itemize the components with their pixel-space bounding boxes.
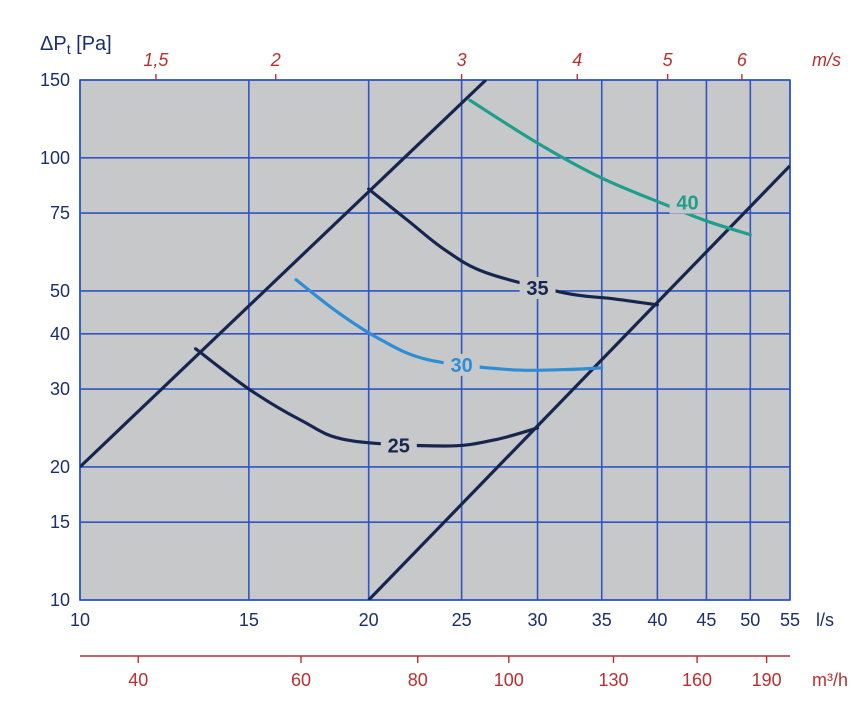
y-tick-label: 30: [50, 379, 70, 399]
top-tick-label: 2: [270, 50, 281, 70]
x-tick-label: 40: [647, 610, 667, 630]
y-tick-label: 100: [40, 148, 70, 168]
curve-label-40: 40: [676, 193, 698, 215]
y-tick-label: 15: [50, 512, 70, 532]
x-tick-label: 30: [528, 610, 548, 630]
x-tick-label: 45: [696, 610, 716, 630]
bottom2-tick-label: 130: [598, 670, 628, 690]
y-axis-title: ΔPt [Pa]: [40, 33, 112, 57]
top-tick-label: 5: [663, 50, 674, 70]
x-tick-label: 50: [740, 610, 760, 630]
y-tick-label: 40: [50, 324, 70, 344]
bottom2-tick-label: 190: [752, 670, 782, 690]
y-tick-label: 75: [50, 203, 70, 223]
top-tick-label: 3: [457, 50, 467, 70]
bottom2-tick-label: 160: [682, 670, 712, 690]
x-tick-label: 15: [239, 610, 259, 630]
bottom2-axis-unit: m³/h: [812, 670, 848, 690]
top-tick-label: 1,5: [143, 50, 169, 70]
y-tick-label: 10: [50, 590, 70, 610]
curve-label-35: 35: [526, 278, 548, 300]
pressure-drop-chart: 10152025303540455055l/s10152030405075100…: [0, 0, 850, 714]
x-tick-label: 35: [592, 610, 612, 630]
bottom2-tick-label: 80: [408, 670, 428, 690]
x-tick-label: 55: [780, 610, 800, 630]
bottom2-tick-label: 40: [128, 670, 148, 690]
y-tick-label: 20: [50, 457, 70, 477]
bottom2-tick-label: 100: [494, 670, 524, 690]
top-axis-unit: m/s: [812, 50, 841, 70]
bottom2-tick-label: 60: [291, 670, 311, 690]
x-tick-label: 10: [70, 610, 90, 630]
y-tick-label: 150: [40, 70, 70, 90]
x-tick-label: 20: [359, 610, 379, 630]
top-tick-label: 6: [737, 50, 748, 70]
chart-svg: 10152025303540455055l/s10152030405075100…: [0, 0, 850, 714]
curve-label-25: 25: [388, 436, 410, 458]
x-tick-label: 25: [452, 610, 472, 630]
curve-label-30: 30: [450, 355, 472, 377]
y-tick-label: 50: [50, 281, 70, 301]
top-tick-label: 4: [572, 50, 582, 70]
x-axis-unit: l/s: [816, 610, 834, 630]
